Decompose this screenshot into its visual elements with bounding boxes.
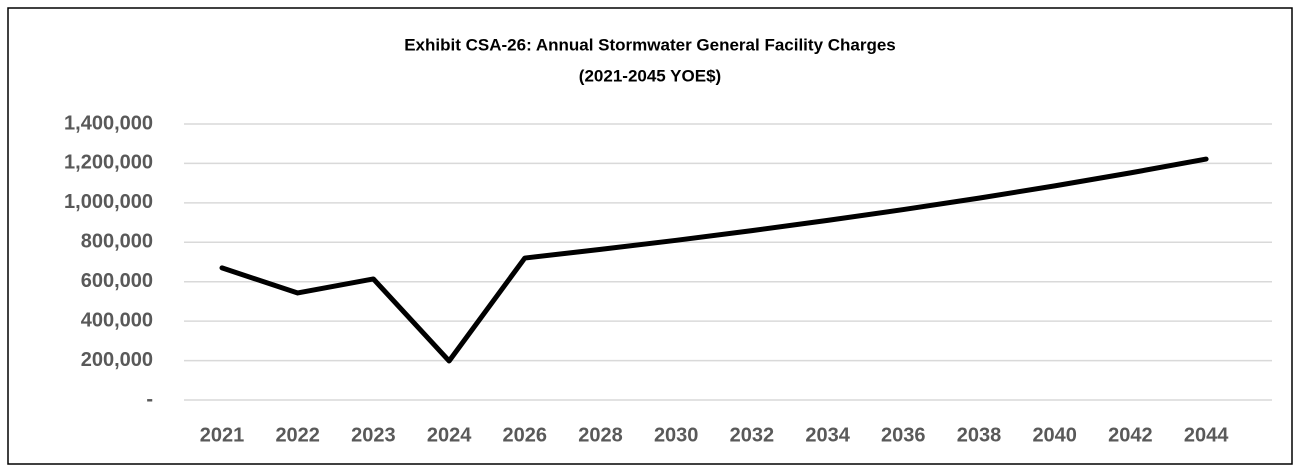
y-tick-label: 1,400,000 bbox=[64, 112, 153, 134]
x-tick-label: 2026 bbox=[503, 424, 548, 446]
x-tick-label: 2028 bbox=[578, 424, 623, 446]
x-tick-label: 2032 bbox=[730, 424, 775, 446]
x-tick-label: 2040 bbox=[1032, 424, 1077, 446]
x-tick-label: 2024 bbox=[427, 424, 472, 446]
x-tick-label: 2034 bbox=[805, 424, 850, 446]
x-tick-label: 2044 bbox=[1184, 424, 1229, 446]
x-tick-label: 2021 bbox=[200, 424, 245, 446]
chart-border bbox=[7, 7, 1293, 465]
y-tick-label: 400,000 bbox=[81, 309, 153, 331]
chart-subtitle: (2021-2045 YOE$) bbox=[579, 66, 721, 85]
x-tick-label: 2042 bbox=[1108, 424, 1153, 446]
x-tick-label: 2030 bbox=[654, 424, 699, 446]
x-tick-label: 2022 bbox=[275, 424, 320, 446]
y-tick-label: 800,000 bbox=[81, 231, 153, 253]
y-tick-label: 1,200,000 bbox=[64, 152, 153, 174]
y-tick-label: 200,000 bbox=[81, 349, 153, 371]
y-tick-label: - bbox=[146, 388, 153, 410]
x-tick-label: 2036 bbox=[881, 424, 926, 446]
line-series bbox=[219, 156, 1209, 364]
x-tick-label: 2023 bbox=[351, 424, 396, 446]
y-tick-label: 600,000 bbox=[81, 270, 153, 292]
y-tick-label: 1,000,000 bbox=[64, 191, 153, 213]
x-tick-label: 2038 bbox=[957, 424, 1002, 446]
chart-title: Exhibit CSA-26: Annual Stormwater Genera… bbox=[404, 35, 896, 54]
